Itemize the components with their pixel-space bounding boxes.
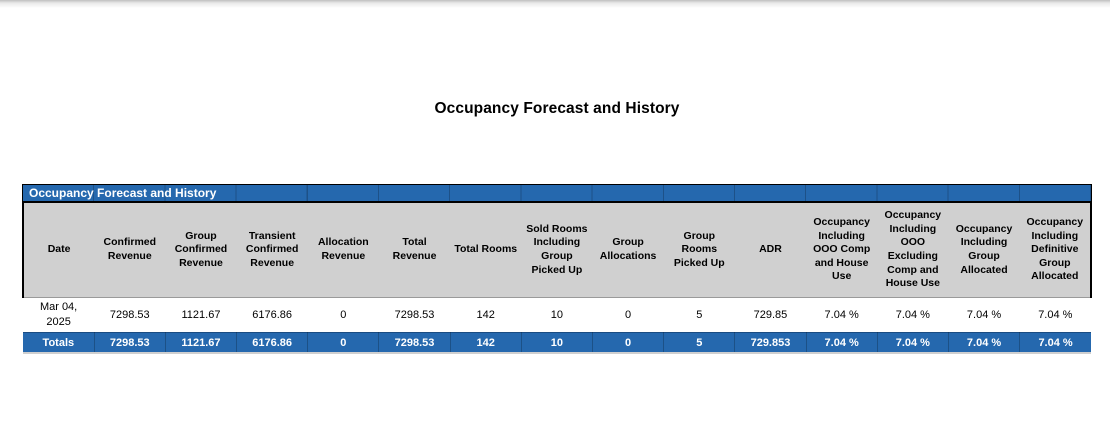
value-cell: 7298.53 <box>94 297 166 333</box>
column-header: Group Confirmed Revenue <box>165 203 237 298</box>
value-cell: 0 <box>307 297 379 333</box>
column-header: Allocation Revenue <box>307 203 379 298</box>
value-cell: 7.04 % <box>877 297 949 333</box>
column-header: Occupancy Including OOO Excluding Comp a… <box>877 203 949 298</box>
totals-value-cell: 10 <box>521 332 594 354</box>
totals-label: Totals <box>23 332 95 354</box>
totals-value-cell: 7.04 % <box>1019 332 1091 354</box>
page-top-shadow <box>0 0 1110 8</box>
header-row: Date Confirmed Revenue Group Confirmed Rev… <box>21 203 1093 298</box>
totals-value-cell: 7.04 % <box>806 332 878 354</box>
totals-value-cell: 7.04 % <box>877 332 949 354</box>
totals-value-cell: 142 <box>450 332 522 354</box>
totals-value-cell: 7.04 % <box>948 332 1021 354</box>
totals-value-cell: 729.853 <box>734 332 807 354</box>
column-header: Total Revenue <box>378 203 451 298</box>
totals-value-cell: 0 <box>592 332 665 354</box>
value-cell: 0 <box>592 297 664 333</box>
column-header: Transient Confirmed Revenue <box>236 203 308 298</box>
column-header: Confirmed Revenue <box>94 203 166 298</box>
occupancy-table: Date Confirmed Revenue Group Confirmed Rev… <box>21 203 1093 354</box>
value-cell: 1121.67 <box>165 297 237 333</box>
report-title-bar: Occupancy Forecast and History <box>22 184 1092 203</box>
page-title: Occupancy Forecast and History <box>434 100 680 117</box>
table-header: Date Confirmed Revenue Group Confirmed Rev… <box>21 203 1093 298</box>
column-header: Date <box>21 203 95 298</box>
column-header: ADR <box>734 203 807 298</box>
column-header: Group Rooms Picked Up <box>663 203 735 298</box>
column-header: Total Rooms <box>450 203 522 298</box>
totals-value-cell: 7298.53 <box>94 332 166 354</box>
value-cell: 7.04 % <box>806 297 878 333</box>
totals-value-cell: 5 <box>663 332 736 354</box>
value-cell: 10 <box>521 297 593 333</box>
table-footer: Totals 7298.53 1121.67 6176.86 0 7298.53 142 10… <box>23 332 1091 354</box>
value-cell: 7298.53 <box>378 297 451 333</box>
column-header: Occupancy Including Definitive Group All… <box>1019 203 1093 298</box>
totals-row: Totals 7298.53 1121.67 6176.86 0 7298.53 142 10… <box>23 332 1091 354</box>
value-cell: 7.04 % <box>1019 297 1091 333</box>
column-header: Sold Rooms Including Group Picked Up <box>521 203 593 298</box>
column-header: Group Allocations <box>592 203 664 298</box>
totals-value-cell: 7298.53 <box>378 332 451 354</box>
data-row: Mar 04, 2025 7298.53 1121.67 6176.86 0 7298.5… <box>23 297 1091 333</box>
value-cell: 5 <box>663 297 735 333</box>
column-header: Occupancy Including Group Allocated <box>948 203 1020 298</box>
report-title-text: Occupancy Forecast and History <box>29 186 217 200</box>
occupancy-report: Occupancy Forecast and History Date Confi… <box>21 184 1093 354</box>
value-cell: 142 <box>450 297 522 333</box>
table-body: Mar 04, 2025 7298.53 1121.67 6176.86 0 7298.5… <box>23 297 1091 333</box>
value-cell: 729.85 <box>734 297 807 333</box>
value-cell: 6176.86 <box>236 297 308 333</box>
column-header: Occupancy Including OOO Comp and House U… <box>806 203 878 298</box>
date-cell: Mar 04, 2025 <box>23 297 95 333</box>
totals-value-cell: 1121.67 <box>165 332 238 354</box>
value-cell: 7.04 % <box>948 297 1020 333</box>
totals-value-cell: 6176.86 <box>236 332 309 354</box>
totals-value-cell: 0 <box>307 332 380 354</box>
